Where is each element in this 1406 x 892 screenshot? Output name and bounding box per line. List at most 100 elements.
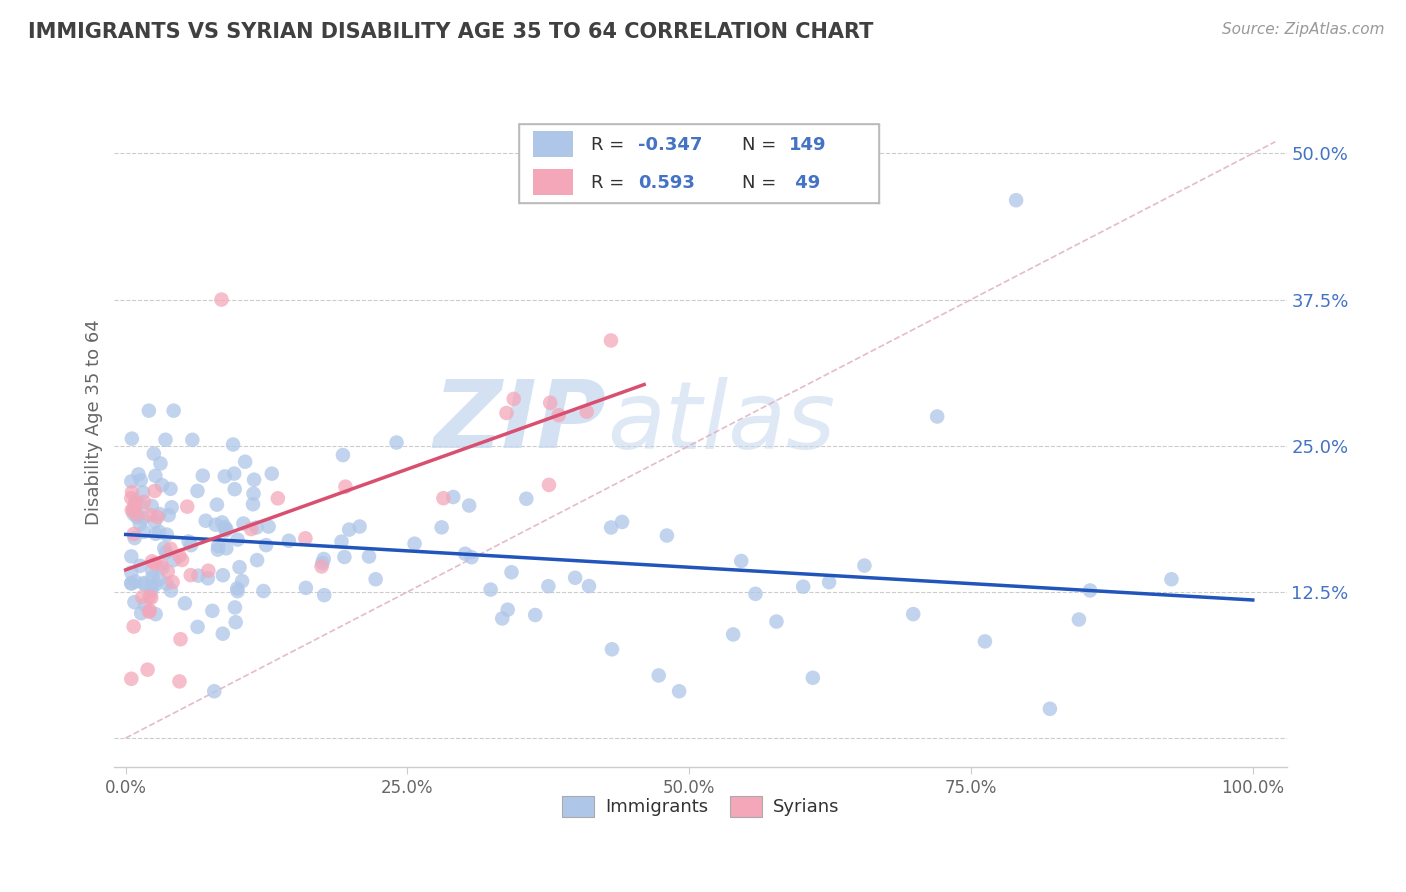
Point xyxy=(138,603,160,617)
Point xyxy=(159,541,181,556)
Point xyxy=(215,541,238,556)
Point xyxy=(191,468,214,483)
Point xyxy=(211,626,233,640)
Point xyxy=(349,519,371,533)
Point xyxy=(1078,583,1101,598)
Point xyxy=(120,566,142,580)
Point xyxy=(730,554,752,568)
Point xyxy=(177,534,200,549)
Point xyxy=(149,457,172,471)
Point xyxy=(1005,193,1028,207)
Point xyxy=(578,579,600,593)
Point xyxy=(1160,572,1182,586)
Point xyxy=(163,403,186,417)
Text: N =: N = xyxy=(742,136,782,153)
Point xyxy=(132,495,155,509)
Point xyxy=(121,503,143,517)
Point xyxy=(853,558,876,573)
Point xyxy=(215,522,238,536)
Point xyxy=(150,478,173,492)
Point xyxy=(141,564,163,578)
Point xyxy=(1067,613,1090,627)
Point xyxy=(125,493,148,508)
Point xyxy=(187,568,209,582)
Point xyxy=(197,564,219,578)
Point xyxy=(121,485,143,500)
Point xyxy=(224,467,246,481)
Point xyxy=(240,522,263,536)
Text: IMMIGRANTS VS SYRIAN DISABILITY AGE 35 TO 64 CORRELATION CHART: IMMIGRANTS VS SYRIAN DISABILITY AGE 35 T… xyxy=(28,22,873,42)
Point xyxy=(222,437,245,451)
Point xyxy=(180,538,202,552)
Point xyxy=(138,403,160,417)
Point xyxy=(974,634,997,648)
Point xyxy=(152,560,174,574)
Point xyxy=(927,409,949,424)
Point xyxy=(460,550,482,565)
Point xyxy=(187,620,209,634)
Point xyxy=(537,579,560,593)
Point xyxy=(155,433,177,447)
Point xyxy=(903,607,925,621)
Point xyxy=(169,632,191,647)
Point xyxy=(197,571,219,585)
Point xyxy=(430,520,453,534)
Point xyxy=(174,596,197,610)
Point xyxy=(225,615,247,630)
Point xyxy=(121,432,143,446)
Point xyxy=(181,433,204,447)
Point xyxy=(246,553,269,567)
Point xyxy=(156,576,179,591)
Point xyxy=(818,575,841,590)
Point xyxy=(131,591,153,605)
Point xyxy=(120,672,142,686)
Point xyxy=(333,549,356,564)
Point xyxy=(311,559,333,574)
Point xyxy=(575,405,598,419)
Point xyxy=(765,615,787,629)
Point xyxy=(129,558,152,573)
Point xyxy=(136,663,159,677)
Point xyxy=(801,671,824,685)
Point xyxy=(170,553,193,567)
Text: atlas: atlas xyxy=(607,376,835,467)
Point xyxy=(242,486,264,500)
Point xyxy=(564,571,586,585)
Point xyxy=(120,549,142,564)
Bar xyxy=(533,131,572,157)
Point xyxy=(186,483,208,498)
Point xyxy=(495,406,517,420)
Point xyxy=(655,528,678,542)
Point xyxy=(169,549,191,563)
Point xyxy=(432,491,454,506)
Point xyxy=(143,515,166,529)
Text: 149: 149 xyxy=(789,136,827,153)
Point xyxy=(267,491,290,506)
Point xyxy=(501,566,523,580)
Point xyxy=(169,674,191,689)
Point xyxy=(330,534,353,549)
Point xyxy=(610,515,633,529)
Point xyxy=(145,526,167,541)
Point xyxy=(194,514,217,528)
Point xyxy=(294,531,316,545)
Point xyxy=(156,527,179,541)
Point xyxy=(124,574,146,589)
Point xyxy=(277,533,299,548)
Point xyxy=(146,510,169,524)
Point xyxy=(162,575,184,590)
Point xyxy=(139,508,162,522)
Point xyxy=(122,619,145,633)
Point xyxy=(647,668,669,682)
Point xyxy=(120,576,142,591)
Point xyxy=(228,560,250,574)
Point xyxy=(150,558,173,572)
Point xyxy=(132,485,155,500)
Point xyxy=(122,527,145,541)
Point xyxy=(143,557,166,571)
Point xyxy=(385,435,408,450)
Point xyxy=(160,500,183,515)
Point xyxy=(245,520,267,534)
Point xyxy=(134,577,156,591)
Text: 0.593: 0.593 xyxy=(638,174,695,192)
